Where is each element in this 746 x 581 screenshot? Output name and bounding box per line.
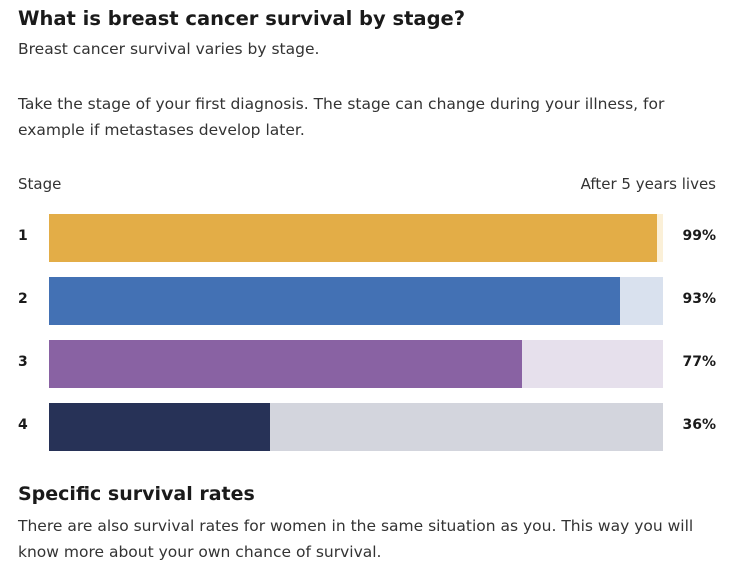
chart-row-stage-1: 1 99%: [0, 214, 746, 262]
value-label: 93%: [682, 291, 716, 307]
bar-track: [49, 214, 663, 262]
chart-row-stage-2: 2 93%: [0, 277, 746, 325]
bar-track: [49, 277, 663, 325]
page-title: What is breast cancer survival by stage?: [18, 7, 466, 30]
bar-track: [49, 340, 663, 388]
survival-bar: [49, 214, 657, 262]
section-paragraph: There are also survival rates for women …: [18, 517, 694, 561]
page-subtitle: Breast cancer survival varies by stage.: [18, 40, 320, 58]
stage-column-header: Stage: [18, 175, 62, 193]
survival-bar: [49, 277, 621, 325]
stage-label: 2: [18, 291, 28, 307]
survival-bar: [49, 403, 271, 451]
value-label: 99%: [682, 228, 716, 244]
chart-row-stage-4: 4 36%: [0, 403, 746, 451]
value-label: 36%: [682, 417, 716, 433]
survival-bar: [49, 340, 522, 388]
survival-column-header: After 5 years lives: [580, 175, 716, 193]
stage-label: 1: [18, 228, 28, 244]
section-heading: Specific survival rates: [18, 483, 255, 505]
bar-track: [49, 403, 663, 451]
chart-row-stage-3: 3 77%: [0, 340, 746, 388]
intro-paragraph: Take the stage of your first diagnosis. …: [18, 95, 665, 139]
value-label: 77%: [682, 354, 716, 370]
stage-label: 4: [18, 417, 28, 433]
stage-label: 3: [18, 354, 28, 370]
